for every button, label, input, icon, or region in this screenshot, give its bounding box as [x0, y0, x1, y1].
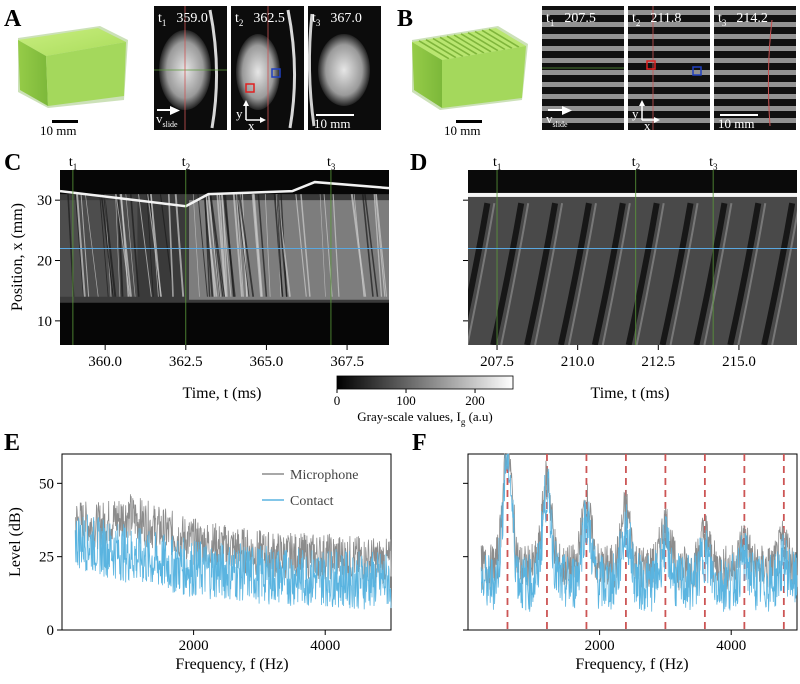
time-marker-label: t3 — [327, 155, 336, 172]
colorbar-ticks: 0 100 200 — [334, 389, 485, 408]
x-tick-label: 360.0 — [88, 354, 122, 370]
legend-label-contact: Contact — [290, 494, 334, 509]
x-tick-label: 365.0 — [250, 354, 284, 370]
x-tick-label: 2000 — [179, 638, 209, 654]
panel-c-label: C — [4, 150, 21, 176]
frame-a2: t2 362.5 y x — [231, 6, 304, 133]
series-contact — [74, 514, 392, 610]
x-tick-label: 207.5 — [480, 354, 514, 370]
colorbar-tick-label: 100 — [396, 393, 416, 408]
scale-bar — [52, 120, 78, 123]
panel-f-label: F — [412, 430, 427, 456]
time-marker-label: t1 — [69, 155, 77, 172]
axis-y-label: y — [236, 106, 243, 121]
colorbar-label: Gray-scale values, Ig (a.u) — [357, 409, 493, 427]
roi-red — [245, 83, 255, 93]
frame-time-label: t2 362.5 — [235, 11, 285, 28]
y-tick-label: 10 — [37, 314, 52, 330]
x-tick-label: 4000 — [716, 638, 746, 654]
kymograph-d-xlabel: Time, t (ms) — [591, 385, 670, 402]
frame-b1: t1 207.5 vslide — [542, 6, 624, 130]
time-marker-label: t1 — [493, 155, 501, 172]
x-tick-label: 2000 — [585, 638, 615, 654]
slide-velocity-label: vslide — [546, 111, 568, 129]
colorbar-gradient — [336, 375, 514, 390]
x-tick-label: 215.0 — [722, 354, 756, 370]
legend-label-microphone: Microphone — [290, 468, 358, 483]
smooth-sample-photo — [18, 26, 128, 108]
panel-e-label: E — [4, 430, 20, 456]
panel-b-label: B — [397, 6, 413, 32]
panel-c: C t1 t2 t3 360.0 362.5 365.0 367.5 10 20 30 Posi… — [4, 150, 389, 402]
frame-scale-label: 10 mm — [718, 116, 754, 131]
colorbar-tick-label: 0 — [334, 393, 341, 408]
roi-red — [646, 60, 656, 70]
spectrum-e-ylabel: Level (dB) — [7, 507, 24, 577]
colorbar-tick-label: 200 — [465, 393, 485, 408]
spectrum-e: 2000 4000 0 25 50 — [39, 453, 392, 654]
spectrum-f: 2000 4000 — [463, 453, 798, 654]
plot-frame — [467, 453, 798, 631]
frame-b3: t3 214.2 10 mm — [714, 6, 796, 131]
legend: Microphone Contact — [262, 468, 358, 509]
time-marker-label: t3 — [709, 155, 718, 172]
frame-time-label: t3 214.2 — [718, 11, 768, 28]
y-tick-label: 20 — [37, 254, 52, 270]
frame-time-label: t2 211.8 — [632, 11, 681, 28]
roi-blue — [692, 66, 702, 76]
series-microphone — [480, 453, 798, 591]
kymograph-c — [60, 180, 389, 303]
scale-bar-label: 10 mm — [444, 123, 480, 138]
panel-e: E 2000 4000 0 25 50 Level (dB) Frequency, f … — [4, 430, 392, 673]
scale-bar-label: 10 mm — [40, 123, 76, 138]
axes-arrows-icon — [243, 100, 266, 123]
frame-time-label: t1 359.0 — [158, 11, 208, 28]
panel-f: F 2000 4000 Frequency, f (Hz) — [412, 430, 798, 673]
y-tick-label: 30 — [37, 193, 52, 209]
panel-d: D t1 t2 t3 207.5 210.0 212.5 215.0 Time, t (m… — [410, 150, 797, 402]
panel-b: B 10 mm t1 207.5 vslide t2 211.8 — [397, 6, 796, 138]
x-tick-label: 210.0 — [561, 354, 595, 370]
frame-time-label: t3 367.0 — [312, 11, 362, 28]
panel-a: A 10 mm t1 359.0 vslide — [4, 6, 381, 138]
frame-a3: t3 367.0 10 mm — [307, 6, 381, 131]
kymograph-c-markers: t1 t2 t3 — [60, 155, 389, 345]
panel-a-label: A — [4, 6, 22, 32]
frame-b2: t2 211.8 y x — [628, 6, 710, 133]
y-tick-label: 0 — [47, 623, 55, 639]
panel-d-label: D — [410, 150, 427, 176]
time-marker-label: t2 — [632, 155, 640, 172]
axis-x-label: x — [248, 118, 255, 133]
axis-x-label: x — [644, 118, 651, 133]
axis-y-label: y — [632, 106, 639, 121]
spectrum-f-xlabel: Frequency, f (Hz) — [575, 656, 688, 673]
kymograph-d-axes: 207.5 210.0 212.5 215.0 — [463, 199, 756, 370]
spectrum-e-xlabel: Frequency, f (Hz) — [175, 656, 288, 673]
series-contact — [480, 453, 798, 612]
x-tick-label: 212.5 — [641, 354, 675, 370]
ridged-sample-photo — [412, 26, 528, 110]
kymograph-c-xlabel: Time, t (ms) — [183, 385, 262, 402]
axes-arrows-icon — [639, 100, 660, 123]
x-tick-label: 362.5 — [169, 354, 203, 370]
x-tick-label: 367.5 — [330, 354, 364, 370]
slide-velocity-label: vslide — [156, 111, 178, 129]
time-marker-label: t2 — [182, 155, 190, 172]
kymograph-d-markers: t1 t2 t3 — [468, 155, 797, 345]
frame-time-label: t1 207.5 — [546, 11, 596, 28]
colorbar: 0 100 200 Gray-scale values, Ig (a.u) — [334, 375, 514, 427]
y-tick-label: 50 — [39, 476, 54, 492]
kymograph-c-ylabel: Position, x (mm) — [9, 203, 26, 311]
frame-a1: t1 359.0 vslide — [154, 6, 227, 130]
roi-blue — [271, 68, 281, 78]
kymograph-d — [468, 192, 797, 345]
y-tick-label: 25 — [39, 550, 54, 566]
frame-scale-label: 10 mm — [314, 116, 350, 131]
x-tick-label: 4000 — [310, 638, 340, 654]
series-microphone — [74, 494, 392, 584]
scale-bar — [456, 120, 482, 123]
kymograph-c-axes: 360.0 362.5 365.0 367.5 10 20 30 — [37, 193, 364, 370]
